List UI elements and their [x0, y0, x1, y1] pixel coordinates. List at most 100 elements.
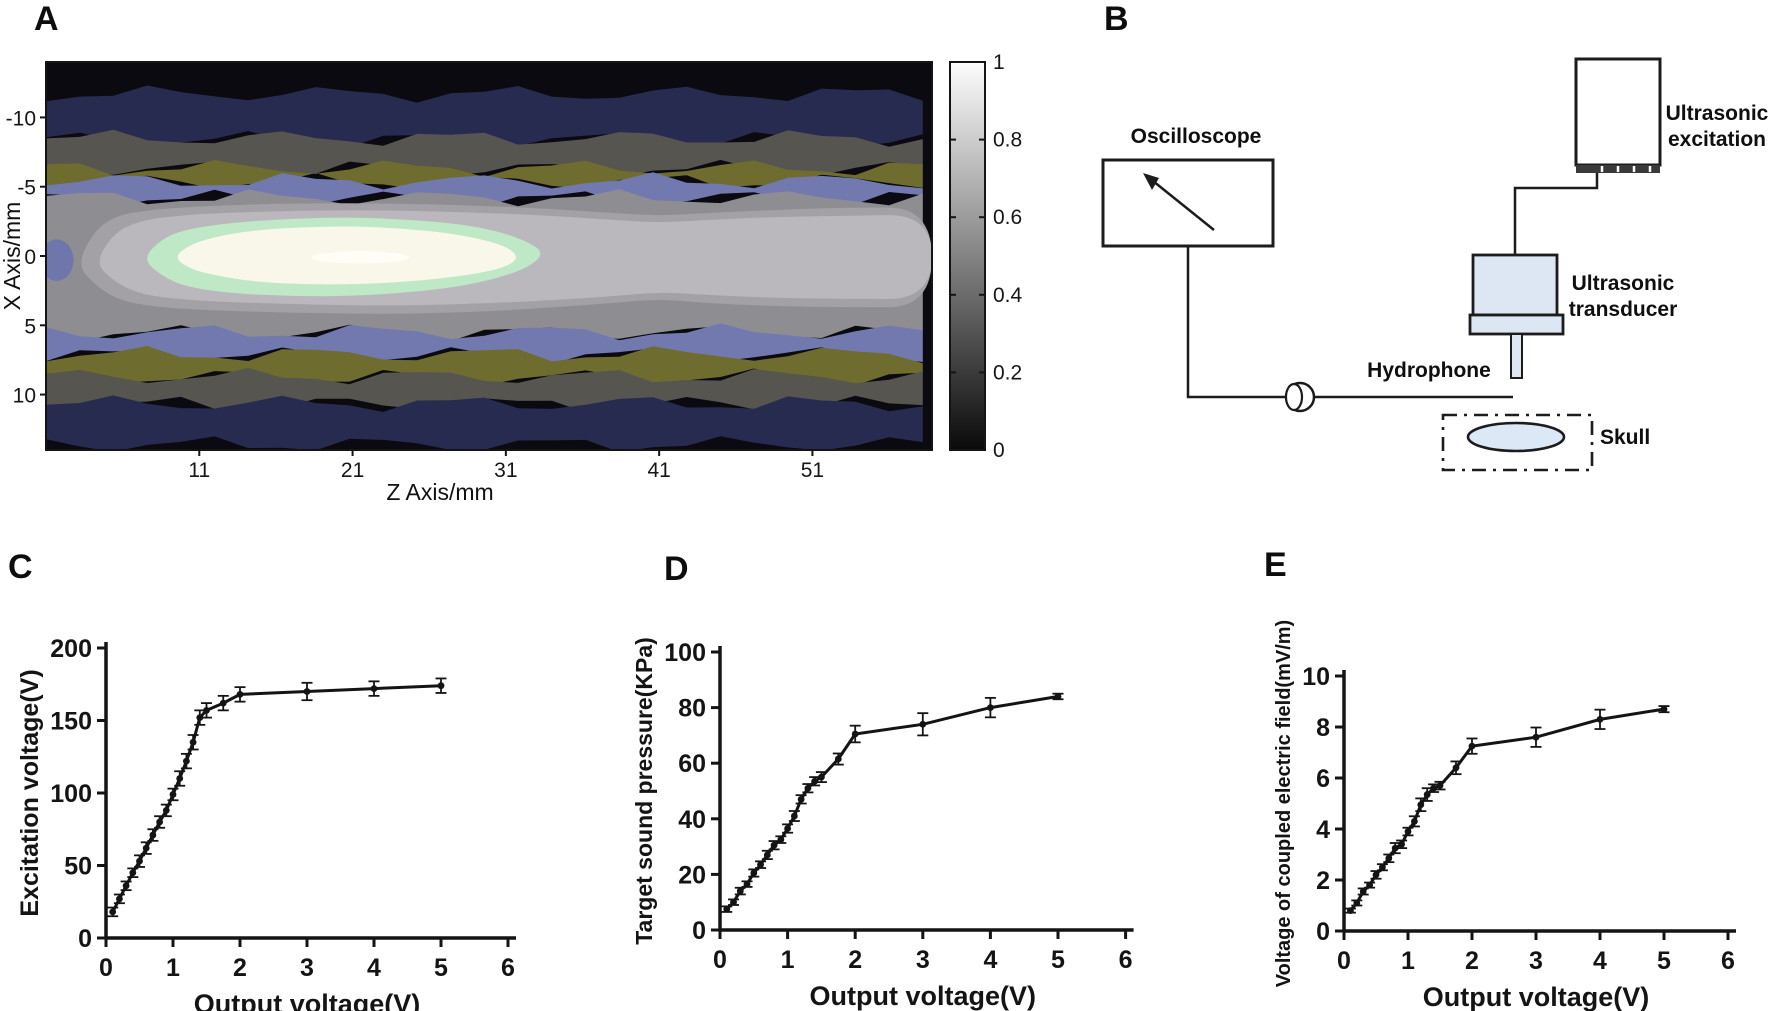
- x-tick-label: 21: [341, 459, 364, 482]
- transducer-body: [1471, 253, 1559, 317]
- data-point-marker: [196, 714, 204, 721]
- data-point-marker: [730, 898, 737, 906]
- data-point-marker: [1660, 705, 1668, 713]
- data-point-marker: [109, 908, 117, 916]
- x-tick-label: 1: [781, 946, 795, 974]
- data-point-marker: [851, 730, 859, 738]
- y-tick-label: 0: [692, 917, 706, 945]
- data-point-marker: [919, 720, 927, 728]
- y-tick-label: 80: [678, 695, 706, 723]
- x-tick-label: 11: [188, 459, 210, 482]
- x-tick-label: 5: [1051, 946, 1065, 974]
- data-series-line: [725, 695, 1059, 911]
- data-point-marker: [736, 887, 744, 895]
- oscilloscope-trace-arrow: [1152, 180, 1215, 231]
- y-tick-label: 20: [678, 861, 706, 889]
- x-tick-label: 3: [300, 954, 314, 982]
- x-tick-label: 1: [1401, 947, 1415, 975]
- data-point-marker: [370, 685, 378, 692]
- y-tick-label: -10: [6, 107, 36, 130]
- data-point-marker: [1372, 871, 1380, 879]
- data-point-marker: [156, 818, 164, 826]
- y-axis-title: Voltage of coupled electric field(mV/m): [1273, 620, 1295, 987]
- y-tick-label: 200: [50, 635, 92, 663]
- data-point-marker: [1532, 733, 1540, 741]
- panel-a-heatmap: -10 -5 0 5 10 11 21 31 41 51 Z Axis/mm X Axis/mm 1 0.…: [0, 51, 1023, 505]
- data-point-marker: [236, 691, 244, 698]
- data-point-marker: [136, 857, 143, 865]
- panel-label-e: E: [1264, 546, 1287, 584]
- panel-e-chart: 0 2 4 6 8 10 0 1 2 3 4 5 6 Output voltage(V) Voltage o…: [1273, 620, 1736, 1011]
- data-point-marker: [1417, 801, 1425, 809]
- skull-ellipse: [1466, 421, 1566, 453]
- colorbar-tick-label: 0.2: [993, 361, 1022, 384]
- data-point-marker: [183, 757, 190, 765]
- y-axis-title: X Axis/mm: [0, 202, 25, 311]
- transducer-label-line1: Ultrasonic: [1572, 272, 1675, 295]
- heatmap-plot: [46, 62, 932, 450]
- panel-label-b: B: [1104, 0, 1129, 38]
- panel-d-chart: 0 20 40 60 80 100 0 1 2 3 4 5 6 Output voltage(V) Targ…: [631, 637, 1134, 1011]
- data-point-marker: [1423, 791, 1431, 798]
- data-point-marker: [203, 706, 210, 714]
- data-point-marker: [763, 851, 771, 859]
- panel-label-d: D: [664, 550, 689, 588]
- data-point-marker: [1347, 907, 1354, 914]
- data-point-marker: [1430, 784, 1437, 792]
- x-axis-title: Z Axis/mm: [386, 479, 493, 505]
- data-point-marker: [437, 682, 445, 690]
- data-series-line: [111, 684, 442, 913]
- panel-label-a: A: [34, 0, 59, 38]
- data-point-marker: [818, 773, 825, 781]
- data-point-marker: [129, 869, 137, 877]
- x-tick-label: 2: [848, 946, 862, 974]
- x-tick-label: 1: [166, 954, 180, 982]
- x-tick-label: 3: [916, 946, 930, 974]
- data-point-marker: [303, 688, 311, 695]
- excitation-box: [1574, 57, 1662, 167]
- x-tick-label: 31: [494, 459, 517, 482]
- data-point-marker: [1436, 782, 1444, 790]
- data-point-marker: [169, 791, 177, 798]
- excitation-label-line1: Ultrasonic: [1666, 102, 1769, 125]
- data-point-marker: [1391, 844, 1399, 852]
- data-point-marker: [790, 812, 798, 820]
- colorbar: [949, 61, 986, 451]
- x-tick-label: 4: [1593, 947, 1607, 975]
- x-tick-label: 0: [713, 946, 727, 974]
- y-tick-label: 50: [64, 853, 92, 881]
- y-tick-label: 2: [1316, 867, 1330, 895]
- colorbar-tick-label: 1: [993, 51, 1005, 74]
- data-point-marker: [777, 836, 785, 844]
- data-point-marker: [1452, 764, 1460, 772]
- data-point-marker: [1054, 693, 1062, 700]
- panel-c-chart: 0 50 100 150 200 0 1 2 3 4 5 6 Output voltage(V) Exci…: [16, 635, 516, 1011]
- x-axis-title: Output voltage(V): [810, 981, 1036, 1011]
- y-axis-title: Target sound pressure(KPa): [631, 637, 657, 945]
- signal-wire-left: [1186, 246, 1513, 399]
- colorbar-tick-label: 0: [993, 439, 1005, 462]
- y-tick-label: 4: [1316, 816, 1330, 844]
- data-point-marker: [1366, 881, 1373, 889]
- data-point-marker: [162, 807, 170, 814]
- x-tick-label: 51: [801, 459, 824, 482]
- skull-outline: [1441, 413, 1594, 472]
- x-tick-label: 6: [501, 954, 515, 982]
- y-tick-label: 10: [1302, 663, 1330, 691]
- y-axis-title: Excitation voltage(V): [16, 669, 44, 916]
- y-tick-label: -5: [17, 177, 36, 200]
- x-tick-label: 6: [1119, 946, 1133, 974]
- x-tick-label: 5: [1657, 947, 1671, 975]
- data-point-marker: [189, 738, 197, 746]
- y-tick-label: 0: [1316, 918, 1330, 946]
- noise-overlay: [46, 62, 932, 450]
- data-point-marker: [1379, 863, 1386, 871]
- oscilloscope-label: Oscilloscope: [1131, 125, 1262, 148]
- data-point-marker: [1385, 854, 1393, 862]
- panel-label-c: C: [8, 548, 33, 586]
- x-axis-title: Output voltage(V): [194, 989, 420, 1011]
- x-tick-label: 2: [1465, 947, 1479, 975]
- data-point-marker: [219, 699, 227, 707]
- data-point-marker: [1353, 899, 1361, 907]
